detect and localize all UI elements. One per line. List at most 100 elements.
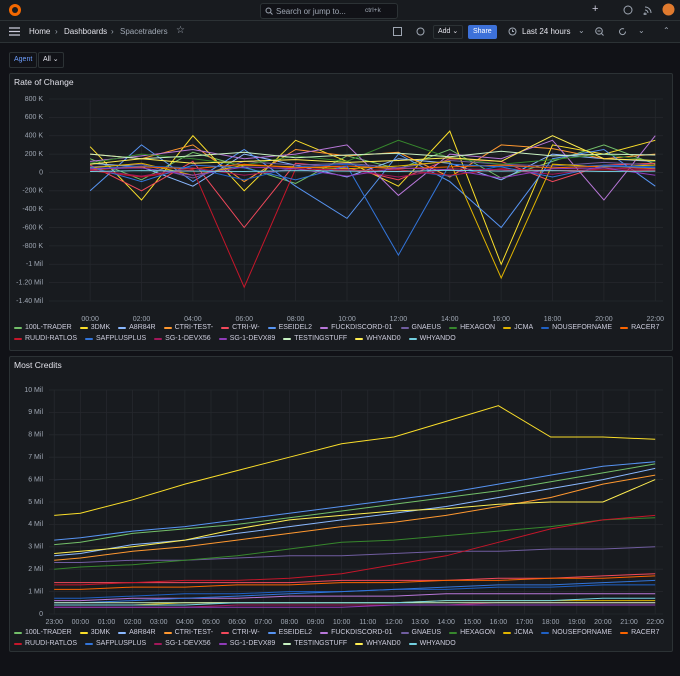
legend-swatch	[283, 642, 292, 645]
legend-item[interactable]: 3DMK	[79, 324, 110, 331]
time-range[interactable]: Last 24 hours	[522, 27, 571, 36]
legend-item[interactable]: CTRI-TEST-	[163, 629, 213, 636]
legend-item[interactable]: ESEIDEL2	[267, 324, 313, 331]
legend-item[interactable]: GNAEUS	[400, 629, 441, 636]
variable-select[interactable]: All ⌄	[38, 52, 64, 68]
legend-label: CTRI-W-	[232, 324, 260, 331]
legend-item[interactable]: RUUDI-RATLOS	[14, 640, 77, 647]
series-line	[54, 474, 656, 561]
help-icon[interactable]	[623, 5, 633, 15]
x-tick-label: 03:00	[150, 619, 168, 626]
news-icon[interactable]	[643, 5, 653, 15]
legend-item[interactable]: GNAEUS	[400, 324, 441, 331]
legend-item[interactable]: HEXAGON	[449, 324, 495, 331]
breadcrumb[interactable]: Home	[29, 27, 51, 36]
legend-item[interactable]: JCMA	[503, 324, 533, 331]
legend-label: 3DMK	[90, 629, 111, 636]
legend-swatch	[320, 631, 329, 634]
settings-icon[interactable]	[416, 27, 425, 36]
legend-swatch	[163, 326, 172, 329]
legend-item[interactable]: NOUSEFORNAME	[541, 324, 612, 331]
legend-item[interactable]: HEXAGON	[449, 629, 495, 636]
variable-value: All	[43, 56, 51, 63]
legend-item[interactable]: SG-1-DEVX89	[218, 335, 275, 342]
legend-item[interactable]: RACER7	[620, 629, 659, 636]
toolbar: Home › Dashboards › Spacetraders ☆ Add ⌄…	[0, 21, 680, 43]
legend-item[interactable]: SG-1-DEVX56	[154, 335, 211, 342]
zoom-out-icon[interactable]	[595, 27, 604, 36]
legend-item[interactable]: TESTINGSTUFF	[283, 335, 347, 342]
legend-item[interactable]: CTRI-W-	[221, 629, 260, 636]
menu-icon[interactable]	[9, 27, 20, 36]
legend-label: JCMA	[514, 324, 534, 331]
legend-item[interactable]: JCMA	[503, 629, 533, 636]
y-tick-label: 5 Mil	[28, 499, 43, 506]
y-tick-label: -1 Mil	[26, 261, 44, 268]
legend-swatch	[154, 642, 163, 645]
panel: Most Credits 0 1 Mil 2 Mil 3 Mil 4 Mil 5 Mil 6…	[9, 356, 673, 652]
legend-item[interactable]: RACER7	[620, 324, 659, 331]
legend-item[interactable]: 100L-TRADER	[14, 324, 72, 331]
legend-item[interactable]: A8R84R	[118, 324, 156, 331]
legend-item[interactable]: RUUDI-RATLOS	[14, 335, 77, 342]
legend-item[interactable]: WHYAND0	[355, 335, 401, 342]
legend-item[interactable]: ESEIDEL2	[267, 629, 313, 636]
x-tick-label: 00:00	[81, 316, 99, 323]
legend-item[interactable]: SAFPLUSPLUS	[84, 640, 146, 647]
x-tick-label: 11:00	[359, 619, 376, 626]
legend-item[interactable]: SAFPLUSPLUS	[84, 335, 147, 342]
legend-label: FUCKDISCORD-01	[331, 324, 393, 331]
legend-item[interactable]: FUCKDISCORD-01	[320, 324, 393, 331]
legend-label: A8R84R	[129, 324, 156, 331]
avatar[interactable]	[662, 3, 675, 16]
series-line	[54, 479, 656, 554]
logo[interactable]	[8, 3, 22, 17]
legend-swatch	[620, 631, 629, 634]
series-line	[54, 593, 656, 602]
legend-swatch	[400, 326, 409, 329]
y-tick-label: 2 Mil	[28, 566, 43, 573]
refresh-icon[interactable]	[618, 27, 627, 36]
legend-item[interactable]: WHYAND0	[355, 640, 401, 647]
legend-label: SAFPLUSPLUS	[95, 335, 147, 342]
y-tick-label: 600 K	[25, 114, 44, 121]
legend-label: ESEIDEL2	[278, 324, 313, 331]
breadcrumb[interactable]: Dashboards	[64, 27, 108, 36]
chevron[interactable]: ⌄	[638, 26, 645, 35]
series-line	[90, 139, 656, 166]
star-icon[interactable]: ☆	[176, 25, 185, 36]
y-tick-label: 200 K	[25, 151, 44, 158]
legend-item[interactable]: CTRI-TEST-	[163, 324, 214, 331]
legend-item[interactable]: WHYANDO	[408, 335, 456, 342]
x-tick-label: 07:00	[254, 619, 272, 626]
series-line	[54, 546, 656, 563]
legend-item[interactable]: A8R84R	[118, 629, 156, 636]
legend-item[interactable]: 3DMK	[79, 629, 111, 636]
legend-swatch	[400, 631, 409, 634]
legend-item[interactable]: SG-1-DEVX89	[218, 640, 276, 647]
legend-swatch	[218, 337, 227, 340]
legend-label: NOUSEFORNAME	[552, 629, 613, 636]
legend-item[interactable]: WHYANDO	[408, 640, 456, 647]
collapse[interactable]: ⌃	[663, 26, 670, 35]
legend-label: A8R84R	[129, 629, 156, 636]
legend-label: ESEIDEL2	[278, 629, 313, 636]
search-box[interactable]: Search or jump to... ctrl+k	[260, 3, 398, 19]
y-tick-label: 9 Mil	[28, 409, 43, 416]
add-button[interactable]: Add ⌄	[433, 25, 464, 39]
legend-item[interactable]: NOUSEFORNAME	[541, 629, 612, 636]
legend-label: SG-1-DEVX89	[229, 640, 276, 647]
chevron[interactable]: ⌄	[578, 26, 585, 35]
new-button[interactable]: +	[592, 3, 599, 15]
save-icon[interactable]	[393, 27, 402, 36]
legend-item[interactable]: SG-1-DEVX56	[154, 640, 211, 647]
series-line	[90, 159, 656, 179]
legend-label: CTRI-TEST-	[174, 324, 214, 331]
legend-item[interactable]: TESTINGSTUFF	[283, 640, 347, 647]
legend-item[interactable]: CTRI-W-	[221, 324, 260, 331]
legend-item[interactable]: FUCKDISCORD-01	[320, 629, 393, 636]
y-tick-label: 7 Mil	[28, 454, 43, 461]
legend-item[interactable]: 100L-TRADER	[14, 629, 72, 636]
share-button[interactable]: Share	[468, 25, 497, 39]
